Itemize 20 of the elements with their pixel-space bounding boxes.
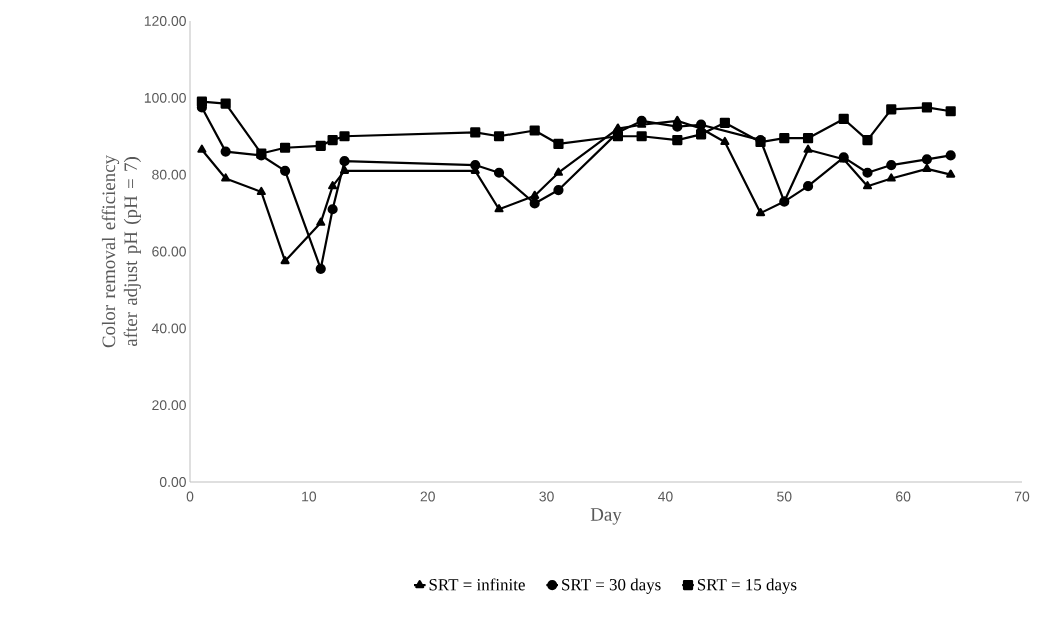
x-tick-label: 50 <box>777 491 792 502</box>
x-axis-title: Day <box>590 508 622 525</box>
x-tick-label: 30 <box>539 491 554 502</box>
x-tick-label: 40 <box>657 491 673 502</box>
y-tick-label: 0.00 <box>159 477 186 487</box>
y-tick-label: 60.00 <box>152 246 186 257</box>
x-tick-label: 0 <box>186 491 194 502</box>
x-tick-label: 20 <box>420 491 435 502</box>
y-tick-label: 120.00 <box>144 16 186 26</box>
y-axis-title: Color removal efficiency after adjust pH (pH = 7) <box>101 155 141 348</box>
y-tick-label: 80.00 <box>152 169 186 180</box>
x-tick-label: 60 <box>896 491 911 502</box>
x-tick-label: 70 <box>1014 491 1030 502</box>
y-tick-label: 20.00 <box>152 400 186 411</box>
legend-label: SRT = 30 days <box>562 578 661 594</box>
legend-label: SRT = infinite <box>429 578 525 591</box>
y-tick-label: 100.00 <box>144 92 186 103</box>
y-tick-label: 40.00 <box>151 323 186 334</box>
x-tick-label: 10 <box>302 491 317 502</box>
legend-label: SRT = 15 days <box>697 578 797 594</box>
